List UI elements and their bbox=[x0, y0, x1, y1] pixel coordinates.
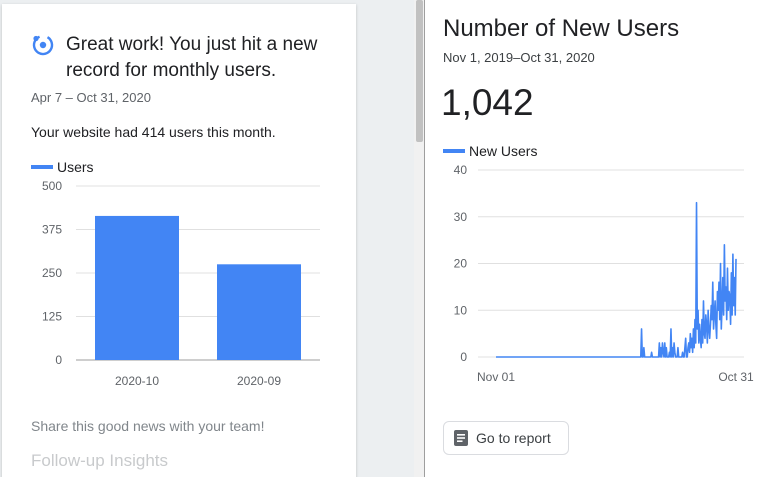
legend-swatch bbox=[31, 165, 53, 169]
x-tick-label: 2020-09 bbox=[237, 374, 281, 388]
report-date-range: Nov 1, 2019–Oct 31, 2020 bbox=[443, 50, 595, 65]
users-bar-chart: 500 375 250 125 0 2020-10 2020-09 bbox=[42, 179, 320, 388]
pane-divider bbox=[424, 0, 425, 477]
insight-date-range: Apr 7 – Oct 31, 2020 bbox=[31, 90, 151, 105]
line-legend-label: New Users bbox=[469, 143, 538, 159]
insight-title: Great work! You just hit a new record fo… bbox=[66, 34, 318, 81]
go-to-report-label: Go to report bbox=[476, 430, 551, 446]
y-tick-label: 0 bbox=[460, 350, 467, 364]
scrollbar-track[interactable] bbox=[414, 0, 424, 477]
legend-swatch bbox=[443, 149, 465, 153]
share-prompt: Share this good news with your team! bbox=[31, 418, 265, 434]
new-users-line-chart: 40 30 20 10 0 Nov 01 Oct 31 bbox=[454, 163, 754, 384]
y-tick-label: 500 bbox=[42, 179, 62, 193]
followup-insights-heading: Follow-up Insights bbox=[31, 451, 169, 470]
x-tick-label: Nov 01 bbox=[477, 370, 515, 384]
x-tick-label: 2020-10 bbox=[115, 374, 159, 388]
report-title: Number of New Users bbox=[443, 15, 680, 42]
bar[interactable] bbox=[95, 215, 179, 360]
series-line[interactable] bbox=[495, 201, 737, 358]
y-tick-label: 40 bbox=[454, 163, 468, 177]
bar[interactable] bbox=[217, 264, 301, 360]
x-tick-label: Oct 31 bbox=[718, 370, 754, 384]
bar-chart-legend: Users bbox=[31, 159, 94, 175]
y-tick-label: 30 bbox=[454, 210, 468, 224]
document-icon bbox=[454, 430, 468, 446]
y-tick-label: 10 bbox=[454, 303, 468, 317]
bar-legend-label: Users bbox=[57, 159, 94, 175]
y-tick-label: 375 bbox=[42, 223, 62, 237]
y-tick-label: 250 bbox=[42, 266, 62, 280]
scrollbar-thumb[interactable] bbox=[416, 0, 423, 142]
total-new-users: 1,042 bbox=[441, 82, 534, 123]
y-tick-label: 20 bbox=[454, 257, 468, 271]
y-tick-label: 125 bbox=[42, 310, 62, 324]
insights-icon bbox=[32, 34, 54, 56]
line-chart-legend: New Users bbox=[443, 143, 537, 159]
go-to-report-button[interactable]: Go to report bbox=[443, 421, 569, 455]
insight-description: Your website had 414 users this month. bbox=[31, 124, 276, 140]
y-tick-label: 0 bbox=[55, 353, 62, 367]
